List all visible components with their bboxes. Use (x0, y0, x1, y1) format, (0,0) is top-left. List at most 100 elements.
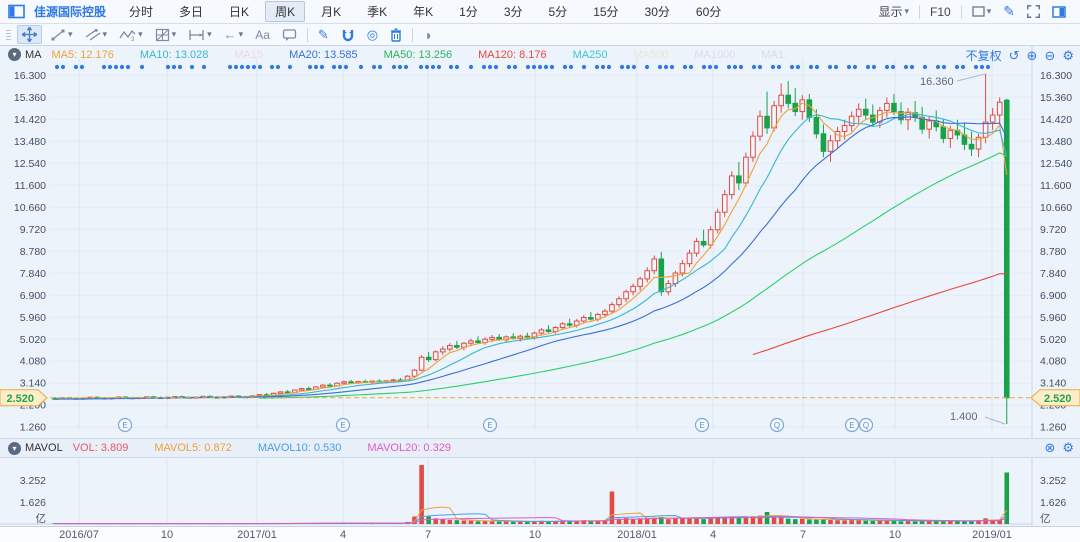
indicator-mavol10[interactable]: MAVOL10: 0.530 (257, 442, 342, 454)
svg-text:15.360: 15.360 (1040, 92, 1072, 104)
adjust-mode-link[interactable]: 不复权 (965, 49, 1002, 63)
indicator-name[interactable]: MAVOL (25, 442, 63, 454)
divider (306, 27, 308, 42)
display-menu[interactable]: 显示 ▾ (878, 5, 910, 19)
indicator-ma15[interactable]: MA15 (234, 48, 264, 61)
tab-月K[interactable]: 月K (321, 5, 342, 19)
indicator-ma50[interactable]: MA50: 13.256 (383, 48, 453, 61)
zoom-in-icon[interactable]: ⊕ (1026, 47, 1038, 63)
time-axis-label: 2017/01 (237, 529, 277, 541)
undo-icon[interactable]: ↺ (1008, 47, 1020, 63)
collapse-icon[interactable]: ▾ (8, 441, 21, 455)
svg-text:E: E (122, 421, 127, 430)
indicator-name[interactable]: MA (25, 48, 42, 61)
indicator-ma20[interactable]: MA20: 13.585 (289, 48, 358, 61)
toolbar-grip[interactable] (6, 29, 11, 40)
candlesticks (52, 73, 1010, 424)
tab-日K[interactable]: 日K (229, 5, 250, 19)
window-layout-icon[interactable] (8, 4, 26, 19)
tab-周K[interactable]: 周K (265, 1, 306, 22)
split-view-icon[interactable] (1052, 5, 1066, 18)
text-tool-icon[interactable]: Aa (255, 27, 270, 42)
tab-季K[interactable]: 季K (367, 5, 388, 19)
svg-text:2.520: 2.520 (6, 393, 34, 405)
price-grid (50, 46, 1033, 438)
divider (412, 27, 414, 42)
tab-15分[interactable]: 15分 (593, 5, 619, 19)
svg-text:8.780: 8.780 (1040, 246, 1066, 258)
indicator-ma1000[interactable]: MA1000 (694, 48, 736, 61)
svg-text:Q: Q (863, 421, 869, 430)
wave-tool-icon[interactable]: 3 ▾ (115, 27, 147, 43)
svg-text:1.626: 1.626 (1040, 497, 1066, 509)
indicator-ma1[interactable]: MA1: (761, 48, 788, 61)
tab-5分[interactable]: 5分 (548, 5, 568, 19)
indicator-ma120[interactable]: MA120: 8.176 (478, 48, 547, 61)
close-icon[interactable]: ⊗ (1044, 440, 1056, 455)
time-axis-label: 2019/01 (972, 529, 1012, 541)
layout-select[interactable]: ▾ (972, 6, 991, 17)
indicator-ma10[interactable]: MA10: 13.028 (139, 48, 209, 61)
volume-header: ▾ MAVOL VOL: 3.809 MAVOL5: 0.872 MAVOL10: … (0, 438, 1080, 458)
measure-tool-icon[interactable]: ▾ (184, 27, 216, 43)
svg-text:E: E (487, 421, 492, 430)
indicator-mavol20[interactable]: MAVOL20: 0.329 (367, 442, 451, 454)
target-tool-icon[interactable]: ◎ (366, 26, 379, 42)
f10-button[interactable]: F10 (930, 4, 951, 19)
settings-gear-icon[interactable]: ⚙ (1062, 440, 1074, 455)
tab-多日[interactable]: 多日 (179, 5, 204, 19)
svg-text:3.140: 3.140 (20, 378, 46, 390)
tab-年K[interactable]: 年K (413, 5, 434, 19)
svg-text:7.840: 7.840 (1040, 268, 1066, 280)
svg-text:5.960: 5.960 (20, 312, 46, 324)
news-event-dots[interactable] (54, 64, 991, 70)
time-axis-label: 10 (160, 529, 174, 541)
price-pane-controls: 不复权 ↺ ⊕ ⊖ ⚙ (966, 47, 1074, 64)
gann-grid-tool-icon[interactable]: ▾ (151, 27, 181, 43)
price-chart-canvas[interactable]: 16.360 1.400 16.300 16.300 15.360 15.360 14.4… (0, 46, 1080, 438)
pen-tool-icon[interactable]: ✎ (1003, 3, 1015, 19)
move-tool-icon[interactable] (17, 25, 42, 44)
arrow-tool-icon[interactable]: ← ▾ (223, 26, 244, 42)
tab-分时[interactable]: 分时 (129, 5, 154, 19)
contrast-icon[interactable]: ◑ (423, 26, 432, 43)
svg-text:11.600: 11.600 (1040, 180, 1071, 192)
drawing-toolbar: ▾ ▾ 3 ▾ ▾ ▾ ← ▾ Aa ✎ ◎ (0, 24, 1080, 46)
annotations: 16.360 1.400 (920, 73, 1006, 425)
tab-30分[interactable]: 30分 (644, 5, 670, 19)
indicator-ma250[interactable]: MA250 (572, 48, 608, 61)
trendline-tool-icon[interactable]: ▾ (46, 27, 77, 43)
settings-gear-icon[interactable]: ⚙ (1062, 47, 1074, 63)
stock-name[interactable]: 佳源国际控股 (34, 5, 107, 19)
svg-text:E: E (849, 421, 854, 430)
magnet-tool-icon[interactable] (337, 27, 359, 43)
time-axis-label: 7 (424, 529, 432, 541)
indicator-mavol5[interactable]: MAVOL5: 0.872 (154, 442, 232, 454)
volume-chart-canvas[interactable]: 3.252 3.252 1.626 1.626 亿 亿 (0, 458, 1080, 526)
svg-text:9.720: 9.720 (1040, 224, 1066, 236)
trash-icon[interactable] (386, 27, 406, 43)
zoom-out-icon[interactable]: ⊖ (1044, 47, 1056, 63)
tab-3分[interactable]: 3分 (503, 5, 523, 19)
time-axis-label: 10 (888, 529, 902, 541)
svg-text:13.480: 13.480 (1040, 136, 1072, 148)
fullscreen-icon[interactable] (1027, 5, 1040, 18)
comment-tool-icon[interactable] (278, 27, 301, 43)
svg-text:1.626: 1.626 (20, 497, 46, 509)
svg-text:14.420: 14.420 (14, 114, 46, 126)
indicator-ma5[interactable]: MA5: 12.176 (51, 48, 114, 61)
svg-text:2.520: 2.520 (1044, 393, 1072, 405)
time-axis-label: 7 (799, 529, 807, 541)
collapse-icon[interactable]: ▾ (8, 48, 21, 61)
channel-tool-icon[interactable]: ▾ (81, 27, 112, 43)
indicator-ma500[interactable]: MA500 (633, 48, 669, 61)
indicator-vol[interactable]: VOL: 3.809 (72, 442, 129, 454)
pen-edit-icon[interactable]: ✎ (317, 26, 329, 42)
svg-text:亿: 亿 (36, 512, 47, 525)
tab-1分[interactable]: 1分 (459, 5, 478, 19)
svg-text:5.020: 5.020 (1040, 334, 1066, 346)
tab-60分[interactable]: 60分 (695, 5, 722, 19)
svg-text:6.900: 6.900 (1040, 290, 1066, 302)
svg-text:16.360: 16.360 (920, 76, 954, 88)
